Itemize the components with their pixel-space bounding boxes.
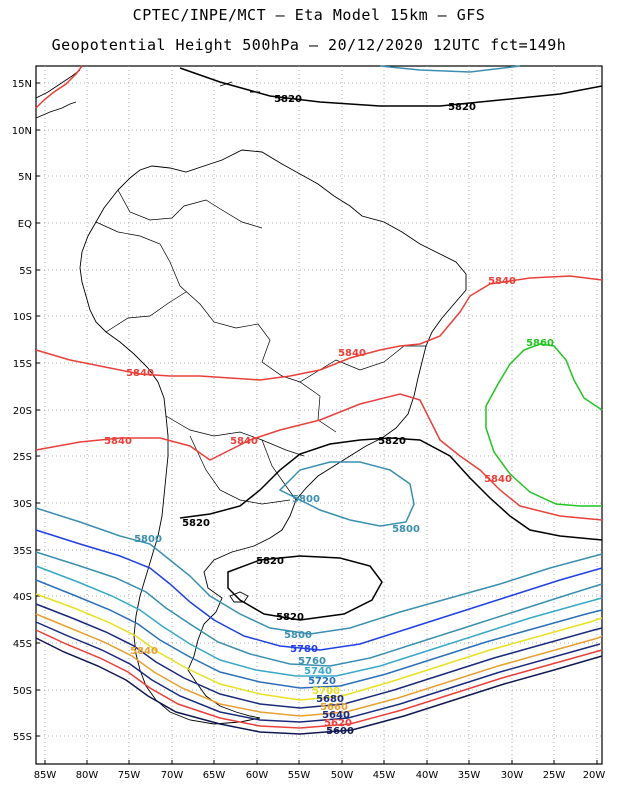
lon-label: 25W bbox=[543, 770, 566, 781]
lat-label: EQ bbox=[18, 219, 32, 230]
lat-label: 15N bbox=[12, 79, 32, 90]
contour-label: 5840 bbox=[126, 368, 154, 379]
contour-5700 bbox=[35, 593, 603, 701]
contour-label: 5720 bbox=[308, 676, 336, 687]
height-contours bbox=[35, 65, 603, 735]
contour-label: 5820 bbox=[274, 94, 302, 105]
contour-5780 bbox=[35, 529, 603, 651]
contour-5840-southwest bbox=[35, 393, 603, 521]
lat-label: 25S bbox=[13, 452, 32, 463]
map-frame bbox=[35, 65, 603, 765]
contour-label: 5840 bbox=[338, 348, 366, 359]
axis-ticks bbox=[36, 82, 598, 764]
contour-5740 bbox=[35, 565, 603, 677]
model-title: CPTEC/INPE/MCT – Eta Model 15km – GFS bbox=[132, 6, 486, 24]
contour-label: 5640 bbox=[322, 710, 350, 721]
contour-label: 5840 bbox=[230, 436, 258, 447]
contour-5820-south bbox=[179, 437, 603, 541]
contour-5660 bbox=[35, 613, 603, 717]
contour-5820-north bbox=[179, 67, 603, 107]
lat-label: 15S bbox=[13, 359, 32, 370]
contour-label: 5780 bbox=[290, 644, 318, 655]
contour-label: 5840 bbox=[484, 474, 512, 485]
lon-label: 55W bbox=[288, 770, 311, 781]
contour-5800-north bbox=[379, 65, 521, 73]
contour-5620 bbox=[35, 629, 603, 729]
contour-label: 5740 bbox=[304, 666, 332, 677]
lat-label: 5N bbox=[18, 172, 32, 183]
contour-label: 5820 bbox=[182, 518, 210, 529]
contour-5760 bbox=[35, 551, 603, 667]
contour-5860 bbox=[485, 343, 603, 507]
contour-label: 5860 bbox=[526, 338, 554, 349]
contour-labels: 5820 5820 5840 5840 5840 5840 5840 5840 … bbox=[104, 94, 554, 737]
lat-label: 5S bbox=[19, 266, 32, 277]
lat-label: 10S bbox=[13, 312, 32, 323]
contour-label: 5820 bbox=[378, 436, 406, 447]
lat-label: 20S bbox=[13, 406, 32, 417]
contour-5600 bbox=[35, 637, 603, 735]
contour-5840-northwest bbox=[35, 65, 83, 109]
contour-label: 5820 bbox=[256, 556, 284, 567]
contour-5640 bbox=[35, 621, 601, 723]
country-borders bbox=[95, 189, 426, 505]
contour-5800-low bbox=[278, 461, 415, 527]
contour-label: 5840 bbox=[130, 646, 158, 657]
contour-5680 bbox=[35, 603, 603, 709]
lon-label: 50W bbox=[331, 770, 354, 781]
central-america-coast bbox=[35, 69, 81, 119]
lat-label: 40S bbox=[13, 592, 32, 603]
lon-label: 40W bbox=[416, 770, 439, 781]
contour-label: 5800 bbox=[292, 494, 320, 505]
contour-5820-closed bbox=[227, 555, 383, 621]
lon-label: 35W bbox=[458, 770, 481, 781]
lon-label: 45W bbox=[373, 770, 396, 781]
lon-label: 75W bbox=[118, 770, 141, 781]
contour-label: 5760 bbox=[298, 656, 326, 667]
lat-label: 35S bbox=[13, 546, 32, 557]
contour-label: 5840 bbox=[104, 436, 132, 447]
contour-label: 5800 bbox=[134, 534, 162, 545]
lon-label: 80W bbox=[76, 770, 99, 781]
lon-label: 65W bbox=[203, 770, 226, 781]
contour-label: 5800 bbox=[284, 630, 312, 641]
lon-label: 85W bbox=[34, 770, 57, 781]
contour-label: 5840 bbox=[488, 276, 516, 287]
contour-label: 5660 bbox=[320, 702, 348, 713]
lat-label: 50S bbox=[13, 686, 32, 697]
lon-label: 20W bbox=[583, 770, 606, 781]
lon-label: 30W bbox=[501, 770, 524, 781]
longitude-labels: 85W 80W 75W 70W 65W 60W 55W 50W 45W 40W … bbox=[34, 770, 606, 781]
coastlines bbox=[35, 69, 467, 725]
contour-5800-west bbox=[35, 507, 603, 635]
lon-label: 70W bbox=[161, 770, 184, 781]
falkland-islands bbox=[229, 591, 249, 603]
lat-label: 30S bbox=[13, 499, 32, 510]
contour-label: 5820 bbox=[448, 102, 476, 113]
contour-label: 5820 bbox=[276, 612, 304, 623]
lat-label: 45S bbox=[13, 639, 32, 650]
lat-label: 10N bbox=[12, 126, 32, 137]
contour-5720 bbox=[35, 579, 603, 689]
contour-label: 5620 bbox=[324, 718, 352, 729]
lat-label: 55S bbox=[13, 732, 32, 743]
field-title: Geopotential Height 500hPa – 20/12/2020 … bbox=[51, 36, 567, 54]
contour-label: 5700 bbox=[312, 686, 340, 697]
lon-label: 60W bbox=[246, 770, 269, 781]
contour-label: 5680 bbox=[316, 694, 344, 705]
contour-5840-west bbox=[35, 275, 603, 381]
contour-label: 5800 bbox=[392, 524, 420, 535]
south-america-coast bbox=[79, 149, 467, 725]
latitude-labels: 15N 10N 5N EQ 5S 10S 15S 20S 25S 30S 35S… bbox=[12, 79, 32, 743]
contour-label: 5600 bbox=[326, 726, 354, 737]
